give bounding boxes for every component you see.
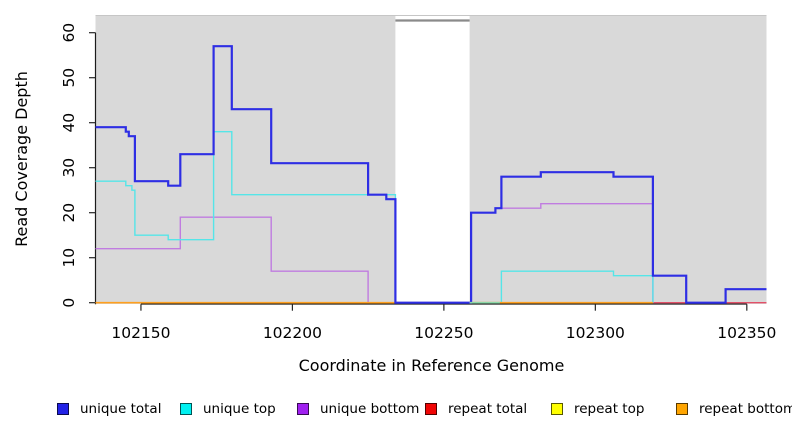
legend-label: repeat top	[574, 401, 645, 417]
legend-swatch-repeat-top	[551, 403, 563, 415]
legend-label: unique bottom	[320, 401, 420, 417]
x-tick-label: 102200	[263, 324, 322, 342]
legend-item-repeat-total: repeat total	[425, 401, 527, 417]
legend-item-repeat-top: repeat top	[551, 401, 644, 417]
x-tick-label: 102350	[717, 324, 776, 342]
x-tick-label: 102150	[111, 324, 170, 342]
legend-swatch-unique-top	[180, 403, 192, 415]
series-unique-total	[95, 45, 767, 304]
y-tick-label: 0	[60, 298, 78, 308]
y-tick-label: 30	[60, 158, 78, 178]
legend-label: repeat total	[448, 401, 528, 417]
x-tick-label: 102300	[566, 324, 625, 342]
y-tick-label: 40	[60, 113, 78, 133]
y-tick-label: 10	[60, 248, 78, 268]
legend-item-unique-bottom: unique bottom	[297, 401, 419, 417]
legend-swatch-unique-total	[57, 403, 69, 415]
y-axis-title: Read Coverage Depth	[12, 71, 31, 247]
y-tick-label: 60	[60, 23, 78, 43]
masked-region	[395, 15, 470, 304]
legend-item-unique-total: unique total	[57, 401, 161, 417]
x-axis-title: Coordinate in Reference Genome	[298, 356, 565, 375]
legend-label: repeat bottom	[699, 401, 792, 417]
legend-swatch-repeat-bottom	[676, 403, 688, 415]
legend-swatch-unique-bottom	[297, 403, 309, 415]
x-tick-label: 102250	[414, 324, 473, 342]
legend-item-unique-top: unique top	[180, 401, 276, 417]
plot-area: 102150 102200 102250 102300 102350 0 10 20 30 40 5…	[60, 15, 776, 342]
y-tick-label: 50	[60, 68, 78, 88]
y-tick-label: 20	[60, 203, 78, 223]
legend-label: unique top	[203, 401, 276, 417]
legend-item-repeat-bottom: repeat bottom	[676, 401, 792, 417]
legend-label: unique total	[80, 401, 162, 417]
legend-swatch-repeat-total	[425, 403, 437, 415]
